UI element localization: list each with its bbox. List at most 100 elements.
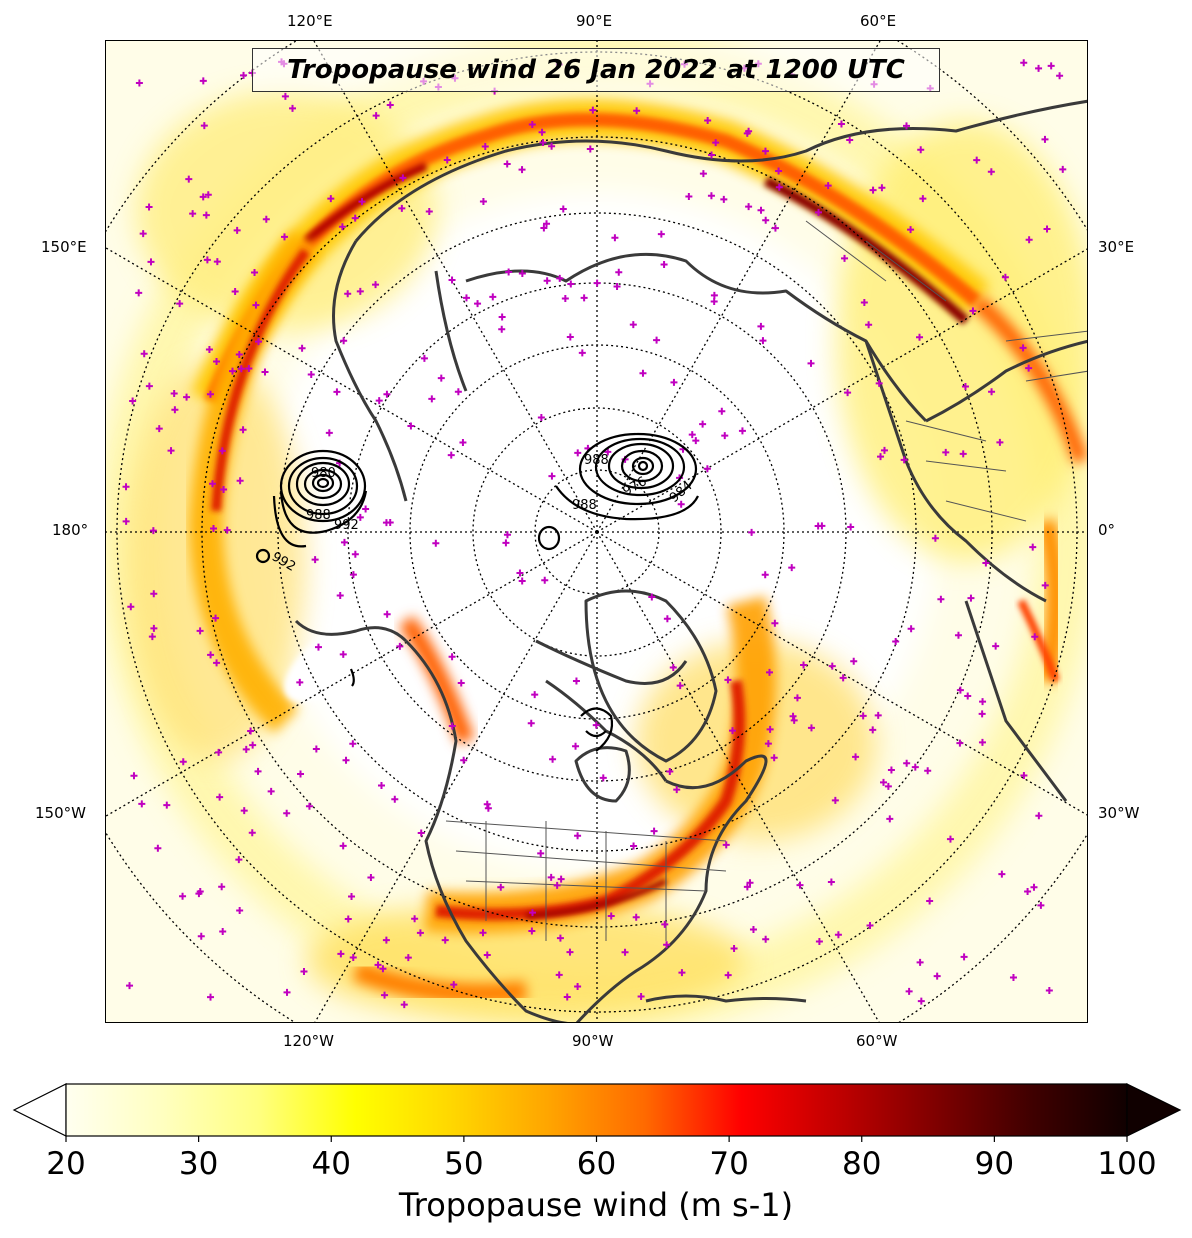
station-marker — [218, 883, 226, 891]
station-marker — [516, 569, 524, 577]
station-marker — [987, 168, 995, 176]
station-marker — [1025, 236, 1033, 244]
station-marker — [375, 397, 383, 405]
station-marker — [195, 890, 203, 898]
station-marker — [996, 438, 1004, 446]
station-marker — [770, 754, 778, 762]
contour-ring — [637, 460, 649, 472]
station-marker — [815, 937, 823, 945]
station-marker — [886, 815, 894, 823]
station-marker — [400, 1001, 408, 1009]
station-marker — [349, 740, 357, 748]
station-marker — [484, 804, 492, 812]
station-marker — [877, 453, 885, 461]
station-marker — [704, 116, 712, 124]
station-marker — [372, 281, 380, 289]
station-marker — [420, 354, 428, 362]
station-marker — [607, 912, 615, 920]
station-marker — [233, 226, 241, 234]
station-marker — [252, 301, 260, 309]
station-marker — [729, 727, 737, 735]
station-marker — [903, 759, 911, 767]
station-marker — [663, 615, 671, 623]
station-marker — [179, 892, 187, 900]
station-marker — [557, 875, 565, 883]
station-marker — [916, 958, 924, 966]
lon-label-top-center: 90°E — [576, 12, 613, 30]
station-marker — [283, 988, 291, 996]
station-marker — [992, 642, 1000, 650]
station-marker — [247, 727, 255, 735]
station-marker — [800, 661, 808, 669]
station-marker — [902, 122, 910, 130]
station-marker — [676, 682, 684, 690]
colorbar-tick-label: 30 — [178, 1146, 219, 1182]
station-marker — [1056, 72, 1064, 80]
station-marker — [1009, 974, 1017, 982]
station-marker — [580, 294, 588, 302]
map-panel[interactable]: 992 988 980 976 984 988 992 988 — [105, 40, 1088, 1023]
station-marker — [637, 992, 645, 1000]
station-marker — [145, 203, 153, 211]
station-marker — [599, 774, 607, 782]
station-marker — [839, 674, 847, 682]
station-marker — [961, 383, 969, 391]
station-marker — [592, 721, 600, 729]
station-marker — [874, 711, 882, 719]
station-marker — [967, 594, 975, 602]
station-marker — [907, 625, 915, 633]
station-marker — [307, 370, 315, 378]
station-marker — [497, 883, 505, 891]
station-marker — [171, 406, 179, 414]
station-marker — [428, 395, 436, 403]
station-marker — [219, 927, 227, 935]
station-marker — [196, 627, 204, 635]
contour-ring — [537, 525, 561, 551]
station-marker — [946, 835, 954, 843]
station-marker — [280, 233, 288, 241]
station-marker — [924, 767, 932, 775]
station-marker — [692, 437, 700, 445]
station-marker — [757, 322, 765, 330]
station-marker — [382, 519, 390, 527]
station-marker — [199, 77, 207, 85]
station-marker — [206, 390, 214, 398]
station-marker — [398, 204, 406, 212]
station-marker — [942, 448, 950, 456]
station-marker — [248, 829, 256, 837]
station-marker — [197, 932, 205, 940]
station-marker — [1019, 344, 1027, 352]
station-marker — [959, 450, 967, 458]
lon-label-right-bottom: 30°W — [1098, 804, 1140, 822]
station-marker — [150, 590, 158, 598]
station-marker — [336, 591, 344, 599]
station-marker — [163, 801, 171, 809]
contour-ring — [555, 485, 699, 521]
station-marker — [917, 997, 925, 1005]
station-marker — [126, 982, 134, 990]
station-marker — [707, 192, 715, 200]
station-marker — [411, 915, 419, 923]
station-marker — [553, 881, 561, 889]
station-marker — [386, 101, 394, 109]
station-marker — [865, 321, 873, 329]
station-marker — [745, 127, 753, 135]
station-marker — [289, 104, 297, 112]
station-marker — [766, 725, 774, 733]
station-marker — [611, 234, 619, 242]
station-marker — [356, 513, 364, 521]
station-marker — [775, 183, 783, 191]
station-marker — [483, 951, 491, 959]
station-marker — [660, 261, 668, 269]
station-marker — [956, 686, 964, 694]
station-marker — [1029, 543, 1037, 551]
station-marker — [743, 883, 751, 891]
station-marker — [749, 925, 757, 933]
station-marker — [555, 971, 563, 979]
station-marker — [342, 756, 350, 764]
borders — [445, 220, 1087, 941]
colorbar-low-extension — [12, 1083, 67, 1137]
station-marker — [1041, 581, 1049, 589]
station-marker — [869, 726, 877, 734]
station-marker — [356, 287, 364, 295]
